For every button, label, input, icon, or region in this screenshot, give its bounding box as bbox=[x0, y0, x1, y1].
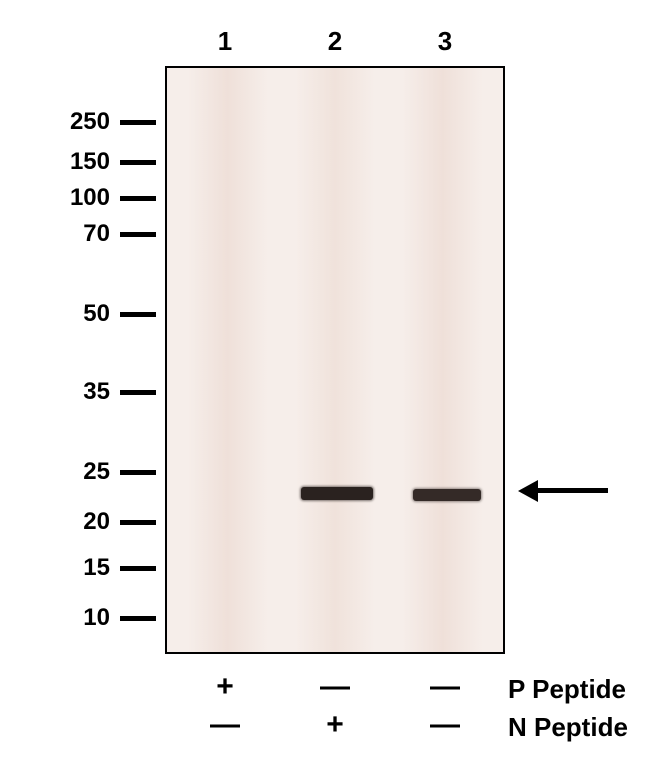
n-peptide-lane1: — bbox=[205, 708, 245, 742]
mw-tick-250 bbox=[120, 120, 156, 125]
lane-streak-3 bbox=[402, 68, 483, 652]
mw-label-35: 35 bbox=[40, 378, 110, 406]
mw-tick-25 bbox=[120, 470, 156, 475]
p-peptide-lane2: — bbox=[315, 670, 355, 704]
n-peptide-lane2: + bbox=[315, 708, 355, 742]
mw-label-250: 250 bbox=[40, 108, 110, 136]
band-lane2 bbox=[301, 487, 373, 500]
mw-label-50: 50 bbox=[40, 300, 110, 328]
mw-label-20: 20 bbox=[40, 508, 110, 536]
mw-tick-20 bbox=[120, 520, 156, 525]
lane-streak-2 bbox=[295, 68, 376, 652]
mw-tick-50 bbox=[120, 312, 156, 317]
mw-tick-100 bbox=[120, 196, 156, 201]
mw-label-70: 70 bbox=[40, 220, 110, 248]
p-peptide-label: P Peptide bbox=[508, 674, 626, 705]
n-peptide-lane3: — bbox=[425, 708, 465, 742]
lane-streak-1 bbox=[187, 68, 268, 652]
band-lane3 bbox=[413, 489, 481, 501]
mw-label-15: 15 bbox=[40, 554, 110, 582]
mw-label-10: 10 bbox=[40, 604, 110, 632]
mw-tick-15 bbox=[120, 566, 156, 571]
mw-tick-35 bbox=[120, 390, 156, 395]
mw-tick-10 bbox=[120, 616, 156, 621]
blot-membrane bbox=[165, 66, 505, 654]
western-blot-figure: 1 2 3 250 150 100 70 50 35 25 20 15 10 +… bbox=[0, 0, 650, 784]
lane-label-1: 1 bbox=[205, 26, 245, 57]
mw-label-25: 25 bbox=[40, 458, 110, 486]
n-peptide-label: N Peptide bbox=[508, 712, 628, 743]
lane-label-3: 3 bbox=[425, 26, 465, 57]
arrow-head-icon bbox=[518, 480, 538, 502]
mw-tick-70 bbox=[120, 232, 156, 237]
mw-tick-150 bbox=[120, 160, 156, 165]
p-peptide-lane3: — bbox=[425, 670, 465, 704]
p-peptide-lane1: + bbox=[205, 670, 245, 704]
lane-label-2: 2 bbox=[315, 26, 355, 57]
arrow-shaft bbox=[538, 488, 608, 493]
mw-label-100: 100 bbox=[40, 184, 110, 212]
mw-label-150: 150 bbox=[40, 148, 110, 176]
